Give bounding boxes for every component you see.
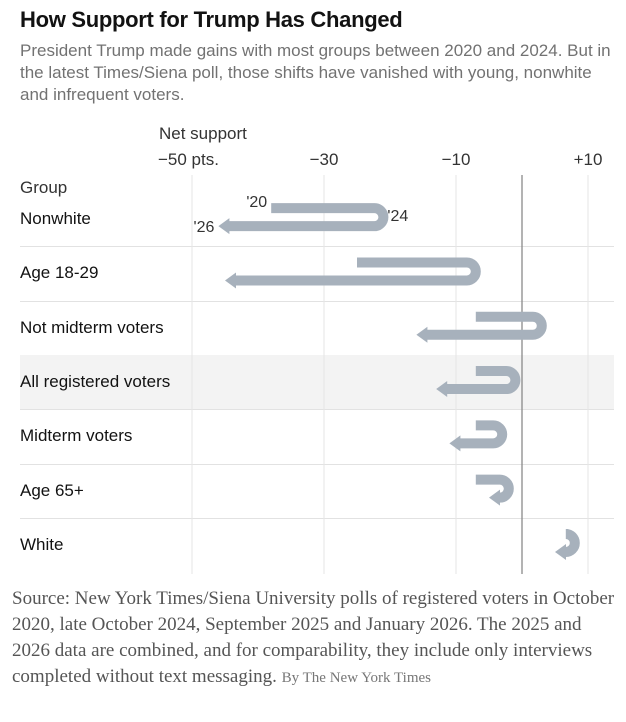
arrow-head [225, 272, 236, 289]
group-label: Age 65+ [20, 480, 84, 500]
arrow-path [235, 257, 481, 286]
group-arrow [218, 203, 389, 235]
row-separator [20, 517, 614, 519]
chart-title: How Support for Trump Has Changed [20, 7, 403, 32]
source-note: Source: New York Times/Siena University … [12, 586, 618, 691]
arrow-path [446, 366, 521, 395]
year-annotation: '20 [246, 194, 267, 211]
x-tick-label: −30 [309, 150, 339, 169]
group-label: Nonwhite [20, 209, 91, 228]
chart-subtitle: President Trump made gains with most gro… [20, 41, 611, 104]
group-arrow [449, 420, 508, 452]
row-separator [20, 300, 614, 302]
arrow-path [426, 311, 547, 340]
group-arrow [416, 311, 547, 343]
group-label: Midterm voters [20, 426, 133, 446]
x-tick-label: −50 pts. [158, 150, 219, 169]
x-tick-label: −10 [441, 150, 471, 169]
arrow-head [489, 489, 500, 506]
byline: By The New York Times [281, 670, 431, 686]
group-arrow [225, 257, 481, 289]
arrow-head [416, 326, 428, 343]
arrow-head [555, 543, 566, 560]
group-arrow [555, 528, 580, 560]
x-axis-title: Net support [159, 124, 247, 143]
group-column-header: Group [20, 178, 68, 197]
row-separator [20, 409, 614, 411]
row-separator [20, 246, 614, 248]
arrow-head [436, 381, 448, 398]
group-arrow [436, 366, 521, 398]
year-annotation: '24 [387, 208, 408, 225]
arrow-path [475, 474, 514, 503]
group-label: Age 18-29 [20, 263, 99, 283]
x-tick-label: +10 [573, 150, 603, 169]
row-separator [20, 463, 614, 465]
arrow-head [218, 218, 230, 235]
group-label: Not midterm voters [20, 317, 164, 337]
year-annotation: '26 [194, 219, 215, 236]
group-arrow [475, 474, 514, 506]
group-label: All registered voters [20, 371, 171, 391]
arrow-path [565, 528, 580, 557]
group-label: White [20, 534, 64, 554]
source-text: Source: New York Times/Siena University … [12, 588, 615, 687]
arrow-head [449, 435, 461, 452]
arrow-path [459, 420, 508, 449]
arrow-path [228, 203, 389, 232]
